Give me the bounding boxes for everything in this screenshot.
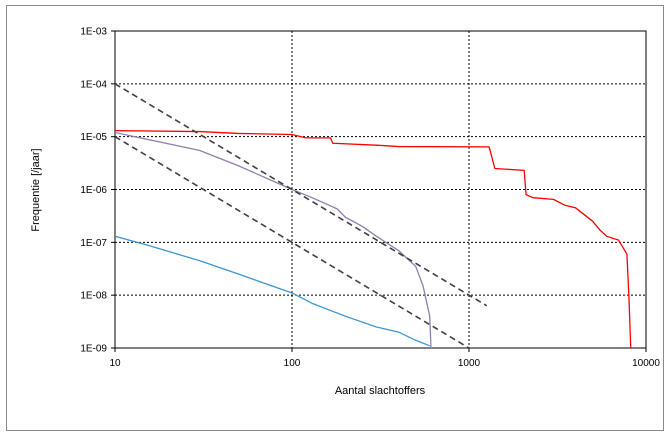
x-axis-title: Aantal slachtoffers — [335, 385, 426, 397]
x-tick-label: 1000 — [458, 358, 481, 369]
y-tick-label: 1E-05 — [80, 132, 107, 143]
y-tick-label: 1E-06 — [80, 185, 107, 196]
chart-frame: 10 100 1000 10000 1E-03 1E-04 1E-05 1E-06 1E-07 1… — [6, 5, 664, 431]
chart-svg: 10 100 1000 10000 1E-03 1E-04 1E-05 1E-06 1E-07 1… — [30, 27, 660, 398]
tick-layer: 10 100 1000 10000 1E-03 1E-04 1E-05 1E-06 1E-07 1… — [80, 27, 660, 370]
y-tick-label: 1E-04 — [80, 79, 107, 90]
y-tick-label: 1E-08 — [80, 291, 107, 302]
series-line-5 — [115, 135, 471, 348]
series-line-4 — [115, 83, 488, 307]
x-tick-label: 10 — [109, 358, 121, 369]
series-line-3 — [115, 235, 430, 347]
series-layer — [115, 83, 632, 348]
series-line-1 — [115, 130, 632, 348]
x-tick-label: 10000 — [632, 358, 660, 369]
x-tick-label: 100 — [284, 358, 301, 369]
y-tick-label: 1E-09 — [80, 344, 107, 355]
y-tick-label: 1E-07 — [80, 238, 107, 249]
y-axis-title: Frequentie [/jaar] — [30, 148, 42, 231]
y-tick-label: 1E-03 — [80, 27, 107, 38]
series-line-2 — [115, 131, 432, 348]
